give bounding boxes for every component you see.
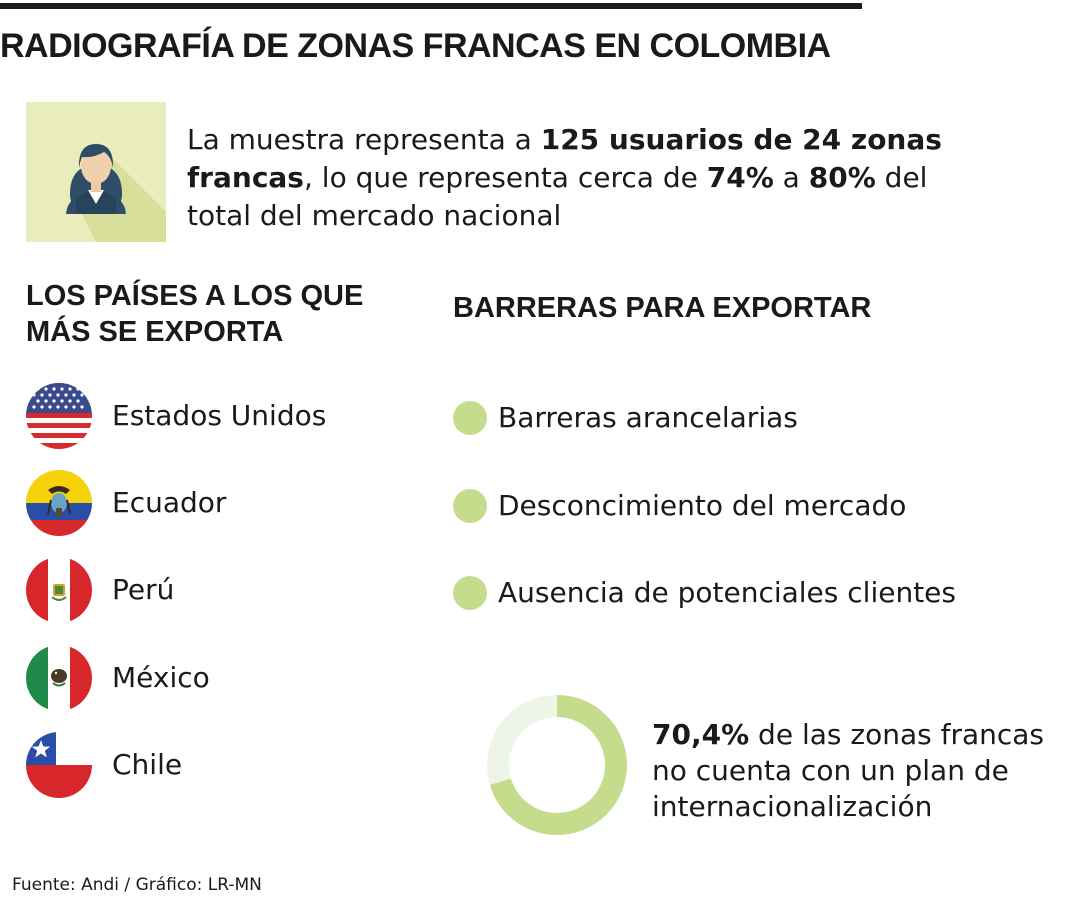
barrier-label: Desconcimiento del mercado xyxy=(498,489,907,522)
countries-heading: LOS PAÍSES A LOS QUE MÁS SE EXPORTA xyxy=(26,280,364,348)
country-item: Estados Unidos xyxy=(26,383,426,449)
country-name: Estados Unidos xyxy=(112,399,327,432)
barrier-label: Ausencia de potenciales clientes xyxy=(498,576,956,609)
donut-arc xyxy=(487,695,627,835)
top-rule xyxy=(0,3,862,9)
peru-flag-icon xyxy=(26,557,92,623)
country-name: Ecuador xyxy=(112,486,227,519)
mexico-flag-icon xyxy=(26,645,92,711)
country-item: Ecuador xyxy=(26,470,426,536)
ecuador-flag-icon xyxy=(26,470,92,536)
donut-chart xyxy=(486,694,628,836)
bullet-dot-icon xyxy=(453,401,487,435)
country-name: Perú xyxy=(112,573,175,606)
country-item: Chile xyxy=(26,732,426,798)
usa-flag-icon xyxy=(26,383,92,449)
intro-text: La muestra representa a 125 usuarios de … xyxy=(187,123,942,232)
barrier-item: Barreras arancelarias xyxy=(453,398,1053,438)
country-name: Chile xyxy=(112,748,183,781)
bullet-dot-icon xyxy=(453,489,487,523)
barrier-label: Barreras arancelarias xyxy=(498,401,798,434)
user-icon xyxy=(66,142,166,242)
stat-text: 70,4% de las zonas francas no cuenta con… xyxy=(652,718,1045,823)
country-item: México xyxy=(26,645,426,711)
bullet-dot-icon xyxy=(453,576,487,610)
barrier-item: Desconcimiento del mercado xyxy=(453,486,1053,526)
country-item: Perú xyxy=(26,557,426,623)
stat-value: 70,4% xyxy=(652,718,750,751)
source-credit: Fuente: Andi / Gráfico: LR-MN xyxy=(12,875,262,895)
intro-tile xyxy=(26,102,166,242)
chile-flag-icon xyxy=(26,732,92,798)
country-name: México xyxy=(112,661,210,694)
barrier-item: Ausencia de potenciales clientes xyxy=(453,573,1053,613)
barriers-heading: BARRERAS PARA EXPORTAR xyxy=(453,292,872,324)
infographic-title: RADIOGRAFÍA DE ZONAS FRANCAS EN COLOMBIA xyxy=(0,27,831,65)
